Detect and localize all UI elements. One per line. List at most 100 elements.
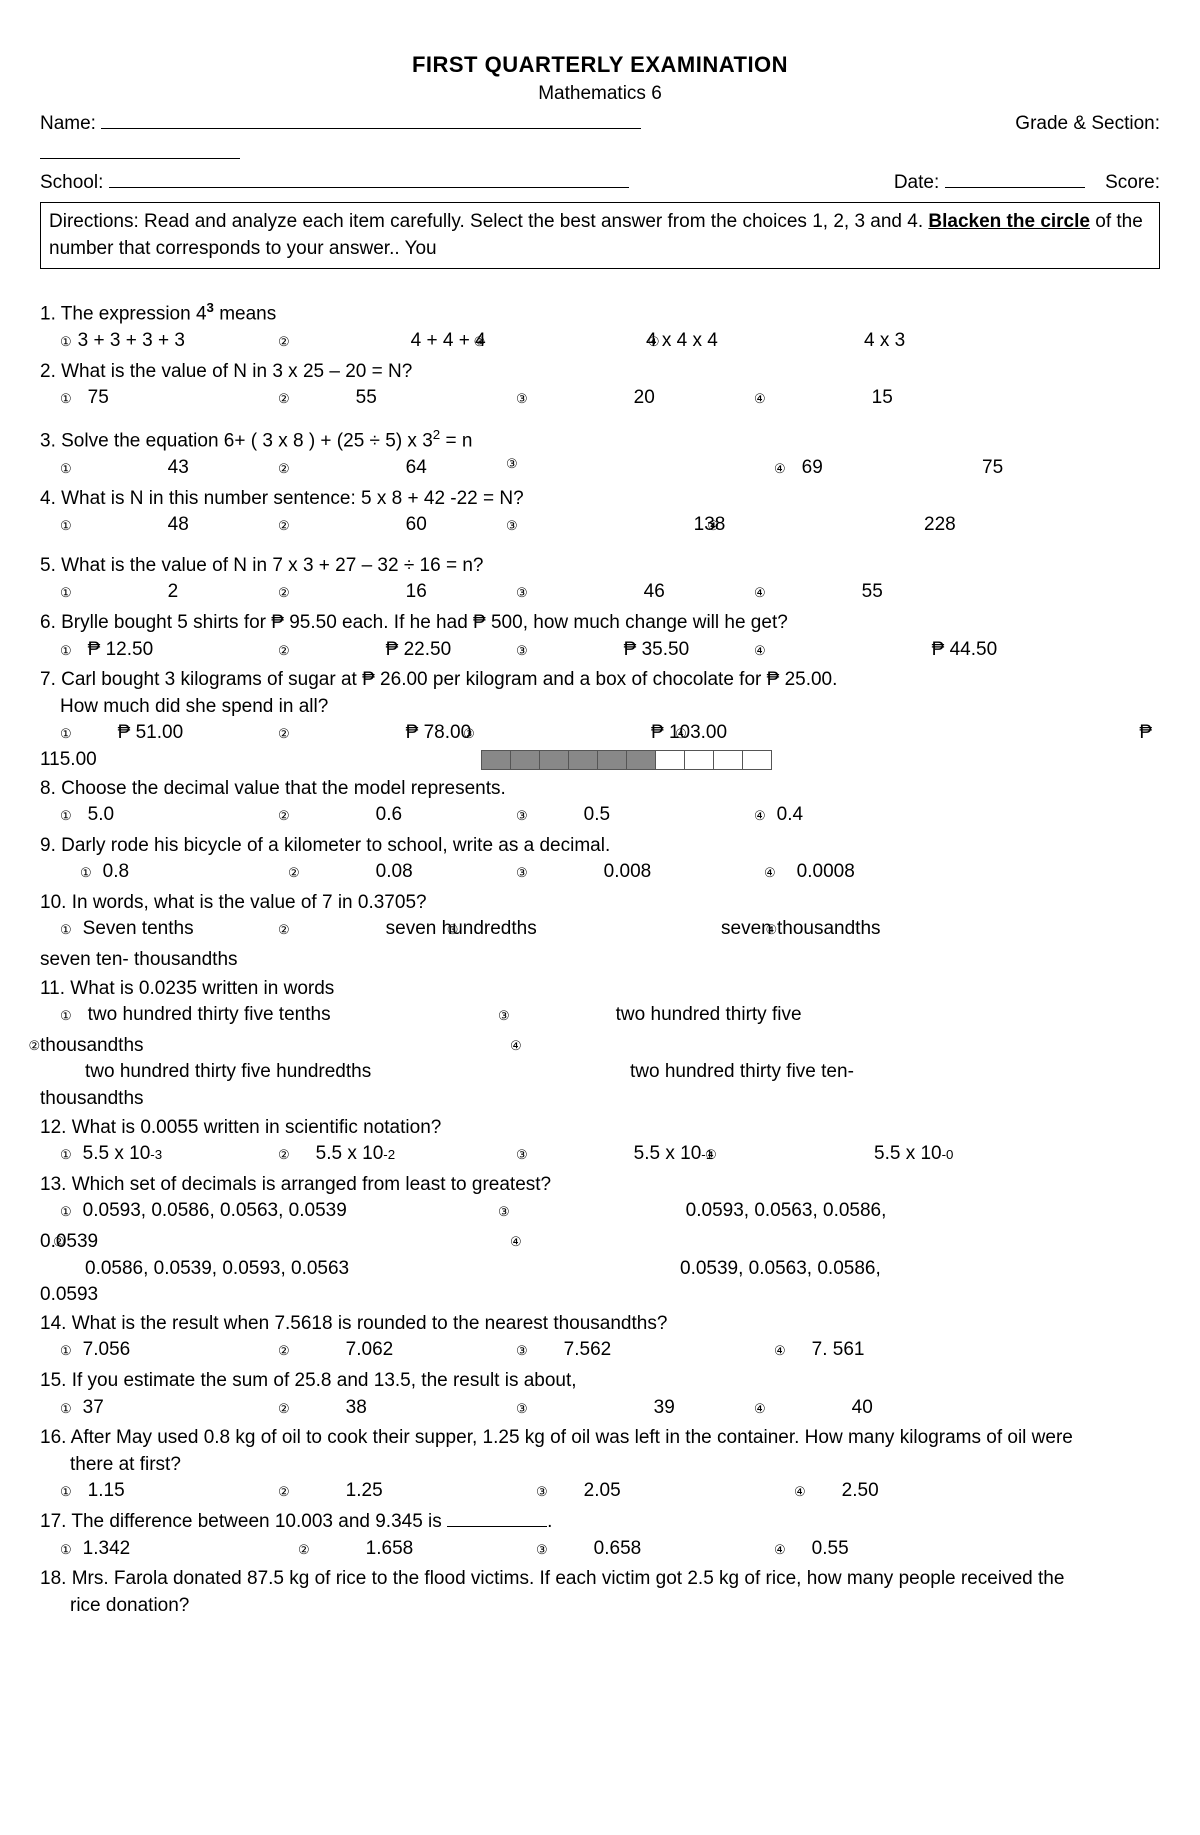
choice-bubble[interactable]: ③ xyxy=(516,864,528,882)
choice-bubble[interactable]: ① xyxy=(60,1342,72,1360)
q8-text: 8. Choose the decimal value that the mod… xyxy=(40,778,506,799)
choice-bubble[interactable]: ① xyxy=(60,725,72,743)
name-field[interactable] xyxy=(101,128,641,129)
choice-bubble[interactable]: ④ xyxy=(707,517,719,535)
choice-bubble[interactable]: ③ xyxy=(498,1007,510,1025)
choice-bubble[interactable]: ② xyxy=(278,517,290,535)
choice-bubble[interactable]: ① xyxy=(60,333,72,351)
q2-c2: 55 xyxy=(356,385,377,412)
choice-bubble[interactable]: ④ xyxy=(774,460,786,478)
choice-bubble[interactable]: ④ xyxy=(705,1146,717,1164)
q7-text2: How much did she spend in all? xyxy=(40,694,1160,721)
choice-bubble[interactable]: ③ xyxy=(516,390,528,408)
q7-text1: 7. Carl bought 3 kilograms of sugar at ₱… xyxy=(40,667,1160,694)
choice-bubble[interactable]: ④ xyxy=(774,1342,786,1360)
grade-field[interactable] xyxy=(40,158,240,159)
choice-bubble[interactable]: ② xyxy=(278,1483,290,1501)
exam-title: FIRST QUARTERLY EXAMINATION xyxy=(40,50,1160,81)
q2-c4: 15 xyxy=(872,385,893,412)
choice-bubble[interactable]: ① xyxy=(60,807,72,825)
q16-text1: 16. After May used 0.8 kg of oil to cook… xyxy=(40,1425,1160,1452)
choice-bubble[interactable]: ③ xyxy=(516,642,528,660)
choice-bubble[interactable]: ④ xyxy=(754,807,766,825)
choice-bubble[interactable]: ① xyxy=(60,1203,72,1221)
choice-bubble[interactable]: ④ xyxy=(766,921,778,939)
q2-text: 2. What is the value of N in 3 x 25 – 20… xyxy=(40,359,1160,386)
choice-bubble[interactable]: ④ xyxy=(774,1541,786,1559)
q16-c2: 1.25 xyxy=(346,1478,383,1505)
choice-bubble[interactable]: ① xyxy=(60,584,72,602)
choice-bubble[interactable]: ④ xyxy=(754,1400,766,1418)
choice-bubble[interactable]: ③ xyxy=(536,1483,548,1501)
choice-bubble[interactable]: ② xyxy=(278,807,290,825)
choice-bubble[interactable]: ② xyxy=(278,1400,290,1418)
choice-bubble[interactable]: ② xyxy=(278,584,290,602)
choice-bubble[interactable]: ③ xyxy=(516,1342,528,1360)
choice-bubble[interactable]: ④ xyxy=(510,1233,522,1251)
choice-bubble[interactable]: ④ xyxy=(794,1483,806,1501)
choice-bubble[interactable]: ① xyxy=(60,921,72,939)
choice-bubble[interactable]: ① xyxy=(60,1146,72,1164)
q5-text: 5. What is the value of N in 7 x 3 + 27 … xyxy=(40,553,1160,580)
choice-bubble[interactable]: ② xyxy=(288,864,300,882)
choice-bubble[interactable]: ① xyxy=(60,460,72,478)
choice-bubble[interactable]: ② xyxy=(278,460,290,478)
choice-bubble[interactable]: ④ xyxy=(648,333,660,351)
q6-c3: ₱ 35.50 xyxy=(624,637,690,664)
q1-c4: 4 x 3 xyxy=(864,328,905,355)
choice-bubble[interactable]: ② xyxy=(278,921,290,939)
choice-bubble[interactable]: ③ xyxy=(516,807,528,825)
q15-c1: 37 xyxy=(83,1395,104,1422)
choice-bubble[interactable]: ③ xyxy=(516,1146,528,1164)
choice-bubble[interactable]: ③ xyxy=(516,584,528,602)
q11-c3a: two hundred thirty five xyxy=(616,1002,802,1029)
choice-bubble[interactable]: ② xyxy=(278,390,290,408)
question-18: 18. Mrs. Farola donated 87.5 kg of rice … xyxy=(40,1566,1160,1619)
choice-bubble[interactable]: ③ xyxy=(506,517,518,535)
q6-c1: ₱ 12.50 xyxy=(88,637,154,664)
choice-bubble[interactable]: ② xyxy=(278,1342,290,1360)
question-1: 1. The expression 43 means ①3 + 3 + 3 + … xyxy=(40,299,1160,355)
choice-bubble[interactable]: ③ xyxy=(474,333,486,351)
q6-c2: ₱ 22.50 xyxy=(386,637,452,664)
choice-bubble[interactable]: ③ xyxy=(506,455,518,473)
choice-bubble[interactable]: ④ xyxy=(764,864,776,882)
choice-bubble[interactable]: ③ xyxy=(463,725,475,743)
choice-bubble[interactable]: ② xyxy=(53,1233,65,1251)
choice-bubble[interactable]: ② xyxy=(29,1037,41,1055)
choice-bubble[interactable]: ① xyxy=(60,1541,72,1559)
choice-bubble[interactable]: ③ xyxy=(536,1541,548,1559)
choice-bubble[interactable]: ① xyxy=(60,1007,72,1025)
choice-bubble[interactable]: ② xyxy=(278,642,290,660)
school-field[interactable] xyxy=(109,187,629,188)
q13-c3b: 0.0539 xyxy=(40,1231,98,1252)
choice-bubble[interactable]: ② xyxy=(298,1541,310,1559)
choice-bubble[interactable]: ① xyxy=(60,1400,72,1418)
q12-c4e: -0 xyxy=(942,1146,954,1165)
choice-bubble[interactable]: ① xyxy=(60,390,72,408)
choice-bubble[interactable]: ① xyxy=(60,642,72,660)
q14-text: 14. What is the result when 7.5618 is ro… xyxy=(40,1311,1160,1338)
choice-bubble[interactable]: ③ xyxy=(498,1203,510,1221)
choice-bubble[interactable]: ① xyxy=(60,517,72,535)
choice-bubble[interactable]: ② xyxy=(278,333,290,351)
choice-bubble[interactable]: ② xyxy=(278,1146,290,1164)
question-10: 10. In words, what is the value of 7 in … xyxy=(40,890,1160,974)
choice-bubble[interactable]: ④ xyxy=(675,725,687,743)
blank-field[interactable] xyxy=(447,1526,547,1527)
choice-bubble[interactable]: ③ xyxy=(516,1400,528,1418)
q18-text1: 18. Mrs. Farola donated 87.5 kg of rice … xyxy=(40,1566,1160,1593)
choice-bubble[interactable]: ④ xyxy=(754,642,766,660)
q13-c2: 0.0586, 0.0539, 0.0593, 0.0563 xyxy=(85,1258,349,1279)
choice-bubble[interactable]: ④ xyxy=(754,584,766,602)
choice-bubble[interactable]: ③ xyxy=(447,921,459,939)
directions-prefix: Directions: Read and analyze each item c… xyxy=(49,211,928,232)
date-field[interactable] xyxy=(945,187,1085,188)
choice-bubble[interactable]: ① xyxy=(60,1483,72,1501)
q17-c1: 1.342 xyxy=(83,1536,131,1563)
choice-bubble[interactable]: ② xyxy=(278,725,290,743)
choice-bubble[interactable]: ① xyxy=(80,864,92,882)
choice-bubble[interactable]: ④ xyxy=(510,1037,522,1055)
choice-bubble[interactable]: ④ xyxy=(754,390,766,408)
q8-c1: 5.0 xyxy=(88,802,114,829)
